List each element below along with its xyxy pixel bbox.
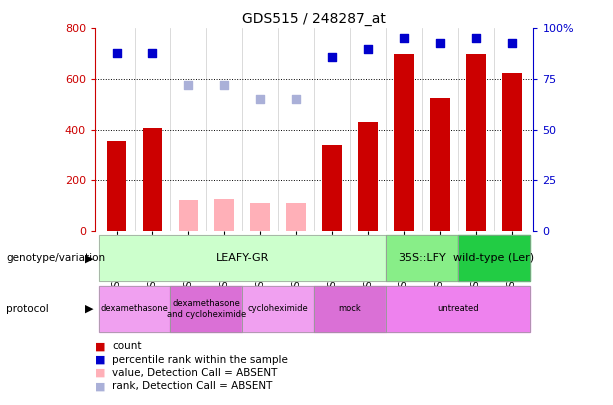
Bar [386,286,530,332]
Text: 35S::LFY: 35S::LFY [398,253,446,263]
Bar [170,286,242,332]
Text: count: count [112,341,142,351]
Text: ■: ■ [95,355,105,364]
Bar [178,200,198,231]
Text: untreated: untreated [437,304,479,313]
Point [112,49,121,56]
Text: ▶: ▶ [85,253,93,263]
Bar [358,122,378,231]
Title: GDS515 / 248287_at: GDS515 / 248287_at [242,12,386,26]
Text: dexamethasone: dexamethasone [101,304,169,313]
Point [256,96,265,102]
Bar [143,128,162,231]
Bar [386,286,530,332]
Text: ■: ■ [95,341,105,351]
Bar [314,286,386,332]
Text: genotype/variation: genotype/variation [6,253,105,263]
Bar [466,54,485,231]
Bar [458,235,530,281]
Point [507,39,517,46]
Text: protocol: protocol [6,304,49,314]
Text: cycloheximide: cycloheximide [248,304,308,313]
Bar [286,203,306,231]
Bar [314,286,386,332]
Point [471,35,481,42]
Point [327,53,337,60]
Bar [99,235,386,281]
Bar [250,203,270,231]
Bar [386,235,458,281]
Point [148,49,158,56]
Text: dexamethasone
and cycloheximide: dexamethasone and cycloheximide [167,299,246,318]
Point [291,96,301,102]
Bar [322,145,342,231]
Text: rank, Detection Call = ABSENT: rank, Detection Call = ABSENT [112,382,273,391]
Bar [107,141,126,231]
Bar [386,235,458,281]
Bar [215,199,234,231]
Text: mock: mock [339,304,362,313]
Point [363,45,373,52]
Bar [458,235,530,281]
Point [435,39,445,46]
Text: ▶: ▶ [85,304,93,314]
Text: ■: ■ [95,382,105,391]
Bar [170,286,242,332]
Text: wild-type (Ler): wild-type (Ler) [453,253,535,263]
Bar [99,235,386,281]
Bar [99,286,170,332]
Point [183,82,193,88]
Point [219,82,229,88]
Point [399,35,409,42]
Bar [99,286,170,332]
Text: percentile rank within the sample: percentile rank within the sample [112,355,288,364]
Bar [242,286,314,332]
Bar [502,72,522,231]
Text: LEAFY-GR: LEAFY-GR [216,253,269,263]
Bar [394,54,414,231]
Text: value, Detection Call = ABSENT: value, Detection Call = ABSENT [112,368,278,378]
Text: ■: ■ [95,368,105,378]
Bar [242,286,314,332]
Bar [430,98,450,231]
